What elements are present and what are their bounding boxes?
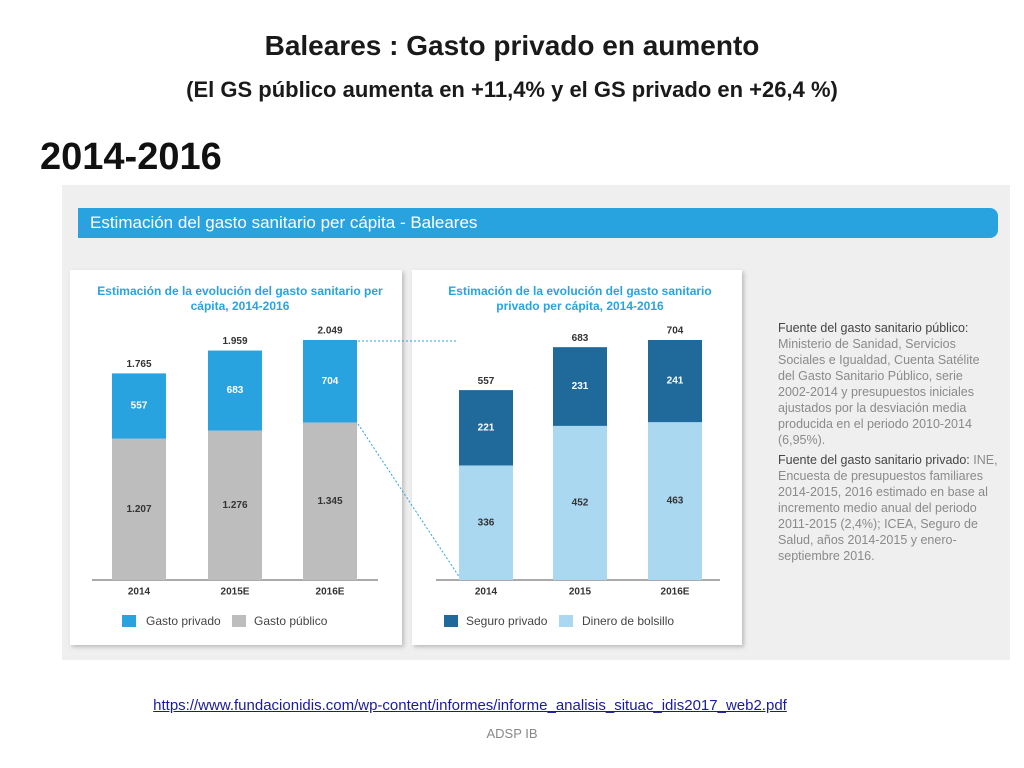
bar-segment — [648, 340, 702, 423]
value-label: 241 — [667, 376, 684, 387]
x-tick-label: 2016E — [316, 587, 345, 598]
x-tick-label: 2015E — [221, 587, 250, 598]
notes: Fuente del gasto sanitario público: Mini… — [778, 320, 998, 564]
legend-swatch — [232, 615, 246, 627]
total-label: 1.765 — [126, 359, 151, 370]
bar-segment — [459, 465, 513, 580]
bar-segment — [648, 422, 702, 580]
legend-swatch — [444, 615, 458, 627]
slide-title: Baleares : Gasto privado en aumento — [264, 30, 760, 61]
note-heading: Fuente del gasto sanitario privado: — [778, 453, 970, 467]
note: Fuente del gasto sanitario público: Mini… — [778, 320, 998, 448]
note: Fuente del gasto sanitario privado: INE,… — [778, 452, 998, 564]
note-text: Ministerio de Sanidad, Servicios Sociale… — [778, 337, 980, 447]
note-heading: Fuente del gasto sanitario público: — [778, 321, 969, 335]
period: 2014-2016 — [40, 136, 222, 178]
banner: Estimación del gasto sanitario per cápit… — [78, 208, 998, 238]
x-tick-label: 2014 — [128, 587, 151, 598]
footer: ADSP IB — [486, 726, 538, 741]
legend-swatch — [122, 615, 136, 627]
value-label: 1.345 — [317, 496, 342, 507]
total-label: 557 — [478, 376, 495, 387]
bar-segment — [459, 390, 513, 466]
legend-label: Gasto público — [254, 614, 328, 628]
bar-segment — [208, 350, 262, 431]
x-tick-label: 2015 — [569, 587, 592, 598]
value-label: 336 — [478, 517, 495, 528]
bar-segment — [553, 425, 607, 580]
value-label: 221 — [478, 422, 495, 433]
value-label: 452 — [572, 498, 589, 509]
bar-segment — [303, 340, 357, 423]
total-label: 683 — [572, 333, 589, 344]
x-tick-label: 2016E — [661, 587, 690, 598]
source-link[interactable]: https://www.fundacionidis.com/wp-content… — [153, 697, 787, 714]
bar-segment — [112, 438, 166, 580]
note-text: INE, Encuesta de presupuestos familiares… — [778, 453, 998, 563]
value-label: 683 — [227, 385, 244, 396]
legend-swatch — [559, 615, 573, 627]
value-label: 463 — [667, 496, 684, 507]
total-label: 2.049 — [317, 326, 342, 337]
bar-segment — [208, 430, 262, 580]
value-label: 1.276 — [222, 500, 247, 511]
chart-title: Estimación de la evolución del gasto san… — [97, 284, 383, 313]
legend-label: Gasto privado — [146, 614, 221, 628]
total-label: 1.959 — [222, 336, 247, 347]
connector — [357, 423, 461, 579]
bar-segment — [303, 422, 357, 580]
x-tick-label: 2014 — [475, 587, 498, 598]
value-label: 704 — [322, 376, 339, 387]
slide-subtitle: (El GS público aumenta en +11,4% y el GS… — [186, 77, 838, 102]
value-label: 231 — [572, 381, 589, 392]
chart-title: Estimación de la evolución del gasto san… — [448, 284, 712, 313]
legend-label: Dinero de bolsillo — [582, 614, 674, 628]
legend-label: Seguro privado — [466, 614, 548, 628]
bar-segment — [112, 373, 166, 439]
value-label: 557 — [131, 401, 148, 412]
bar-segment — [553, 347, 607, 426]
total-label: 704 — [667, 326, 684, 337]
value-label: 1.207 — [126, 504, 151, 515]
